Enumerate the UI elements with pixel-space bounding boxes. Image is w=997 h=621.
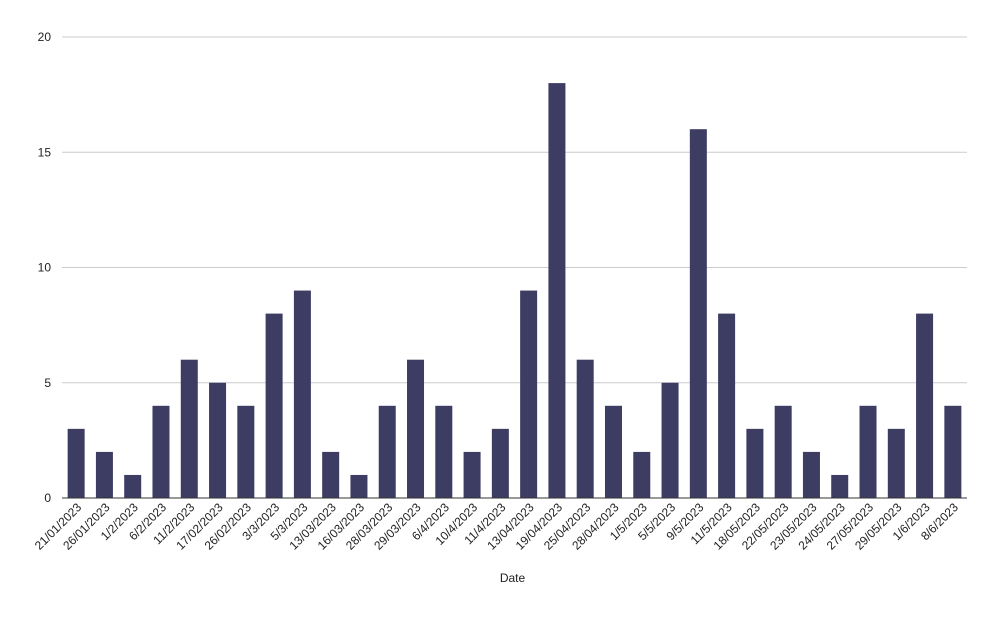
y-tick-label: 0	[44, 491, 51, 505]
bar	[859, 405, 877, 498]
y-axis-ticks: 0 5 10 15 20	[38, 30, 52, 505]
bar	[661, 382, 679, 498]
bar	[209, 382, 227, 498]
bar	[887, 428, 905, 498]
bar	[463, 451, 481, 498]
bar	[944, 405, 962, 498]
bar	[293, 290, 311, 498]
bar	[67, 428, 85, 498]
bar	[237, 405, 255, 498]
bar	[802, 451, 820, 498]
bar	[491, 428, 509, 498]
y-tick-label: 15	[38, 145, 52, 159]
bar	[916, 313, 934, 498]
y-tick-label: 5	[44, 376, 51, 390]
bar	[548, 83, 566, 498]
bar	[746, 428, 764, 498]
bar	[152, 405, 170, 498]
bar	[831, 474, 849, 498]
bar	[774, 405, 792, 498]
bar	[689, 129, 707, 498]
bar	[322, 451, 340, 498]
x-axis-title: Date	[500, 571, 526, 585]
bar	[350, 474, 368, 498]
bar	[604, 405, 622, 498]
bar	[520, 290, 538, 498]
y-tick-label: 20	[38, 30, 52, 44]
gridlines	[62, 36, 967, 384]
bar	[95, 451, 113, 498]
x-axis-ticks: 21/01/202326/01/20231/2/20236/2/202311/2…	[32, 500, 961, 553]
bar	[407, 359, 425, 498]
bar	[265, 313, 283, 498]
bars	[67, 83, 962, 498]
bar	[718, 313, 736, 498]
bar	[124, 474, 142, 498]
bar	[180, 359, 198, 498]
bar	[576, 359, 594, 498]
bar	[435, 405, 453, 498]
bar	[378, 405, 396, 498]
bar	[633, 451, 651, 498]
y-tick-label: 10	[38, 261, 52, 275]
